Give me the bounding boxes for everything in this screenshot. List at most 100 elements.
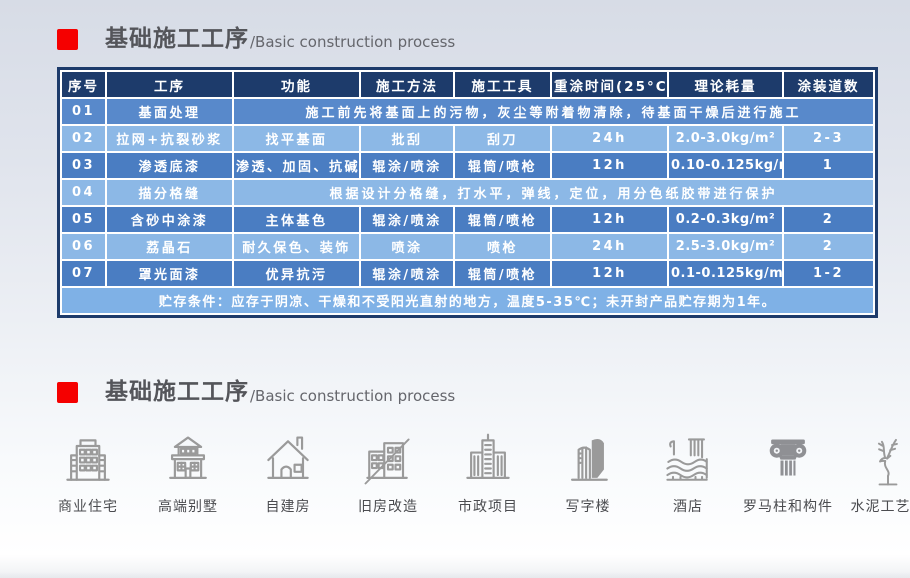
cell-process: 拉网+抗裂砂浆 [107,126,232,152]
cell-tool: 辊筒/喷枪 [455,207,550,233]
cell-no: 01 [62,99,105,125]
header-tool: 施工工具 [455,72,550,98]
bottom-edge-divider [0,572,910,578]
app-label: 旧房改造 [358,498,418,515]
cell-consumption: 0.1-0.125kg/m² [669,261,782,287]
cell-time: 24h [552,126,667,152]
header-method: 施工方法 [361,72,453,98]
header-function: 功能 [234,72,359,98]
section2-title: 基础施工工序 [105,379,249,406]
app-office-building: 写字楼 [538,431,638,516]
cell-time: 12h [552,261,667,287]
cell-consumption: 0.10-0.125kg/m² [669,153,782,179]
app-label: 酒店 [673,498,703,515]
app-roman-column: 罗马柱和构件 [738,431,838,516]
table-storage-row: 贮存条件：应存于阴凉、干燥和不受阳光直射的地方，温度5-35℃；未开封产品贮存期… [62,288,873,314]
cell-tool: 辊筒/喷枪 [455,261,550,287]
cell-process: 罩光面漆 [107,261,232,287]
cell-function: 优异抗污 [234,261,359,287]
cell-no: 03 [62,153,105,179]
section2-header: 基础施工工序 /Basic construction process [57,379,910,406]
cell-no: 06 [62,234,105,260]
cell-note: 施工前先将基面上的污物，灰尘等附着物清除，待基面干燥后进行施工 [234,99,873,125]
cell-no: 02 [62,126,105,152]
cell-process: 描分格缝 [107,180,232,206]
cell-time: 12h [552,153,667,179]
section1-title: 基础施工工序 [105,26,249,52]
table-row-02: 02 拉网+抗裂砂浆 找平基面 批刮 刮刀 24h 2.0-3.0kg/m² 2… [62,126,873,152]
cell-function: 找平基面 [234,126,359,152]
storage-note: 贮存条件：应存于阴凉、干燥和不受阳光直射的地方，温度5-35℃；未开封产品贮存期… [62,288,873,314]
cell-tool: 喷枪 [455,234,550,260]
hotel-icon [666,438,708,481]
cell-no: 04 [62,180,105,206]
cell-method: 辊涂/喷涂 [361,153,453,179]
construction-process-table: 序号 工序 功能 施工方法 施工工具 重涂时间(25°C) 理论耗量 涂装道数 … [57,67,878,319]
section1-header: 基础施工工序 /Basic construction process [57,0,910,52]
table-row-06: 06 荔晶石 耐久保色、装饰 喷涂 喷枪 24h 2.5-3.0kg/m² 2 [62,234,873,260]
table-row-05: 05 含砂中涂漆 主体基色 辊涂/喷涂 辊筒/喷枪 12h 0.2-0.3kg/… [62,207,873,233]
section1-subtitle: /Basic construction process [250,33,456,52]
cell-consumption: 2.5-3.0kg/m² [669,234,782,260]
cell-method: 辊涂/喷涂 [361,207,453,233]
cell-coats: 2-3 [784,126,873,152]
cell-coats: 1-2 [784,261,873,287]
app-municipal-project: 市政项目 [438,431,538,516]
cell-method: 批刮 [361,126,453,152]
cell-method: 喷涂 [361,234,453,260]
cell-no: 05 [62,207,105,233]
app-label: 罗马柱和构件 [743,498,833,515]
cement-craft-icon [877,438,898,486]
app-label: 写字楼 [565,498,611,515]
cell-no: 07 [62,261,105,287]
table-row-07: 07 罩光面漆 优异抗污 辊涂/喷涂 辊筒/喷枪 12h 0.1-0.125kg… [62,261,873,287]
cell-consumption: 2.0-3.0kg/m² [669,126,782,152]
cell-consumption: 0.2-0.3kg/m² [669,207,782,233]
app-cement-craft: 水泥工艺品 [838,431,910,516]
section2-subtitle: /Basic construction process [250,386,456,405]
table-row-03: 03 渗透底漆 渗透、加固、抗碱 辊涂/喷涂 辊筒/喷枪 12h 0.10-0.… [62,153,873,179]
app-label: 商业住宅 [58,498,118,515]
cell-coats: 1 [784,153,873,179]
header-no: 序号 [62,72,105,98]
header-process: 工序 [107,72,232,98]
municipal-project-icon [466,433,510,479]
cell-coats: 2 [784,207,873,233]
cell-time: 24h [552,234,667,260]
cell-time: 12h [552,207,667,233]
cell-note: 根据设计分格缝，打水平，弹线，定位，用分色纸胶带进行保护 [234,180,873,206]
app-hotel: 酒店 [638,431,738,516]
cell-coats: 2 [784,234,873,260]
table-row-01: 01 基面处理 施工前先将基面上的污物，灰尘等附着物清除，待基面干燥后进行施工 [62,99,873,125]
office-building-icon [570,438,608,481]
self-built-house-icon [267,436,309,479]
cell-tool: 刮刀 [455,126,550,152]
cell-function: 主体基色 [234,207,359,233]
cell-function: 耐久保色、装饰 [234,234,359,260]
app-label: 市政项目 [458,498,518,515]
old-house-renovation-icon [364,438,410,485]
commercial-residence-icon [66,438,110,481]
app-label: 高端别墅 [158,498,218,515]
cell-function: 渗透、加固、抗碱 [234,153,359,179]
cell-process: 基面处理 [107,99,232,125]
app-label: 自建房 [265,498,311,515]
app-commercial-residence: 商业住宅 [38,431,138,516]
cell-process: 含砂中涂漆 [107,207,232,233]
cell-method: 辊涂/喷涂 [361,261,453,287]
roman-column-icon [769,439,807,476]
header-coats: 涂装道数 [784,72,873,98]
cell-tool: 辊筒/喷枪 [455,153,550,179]
app-label: 水泥工艺品 [850,498,910,515]
red-square-icon [57,382,78,404]
application-list: 商业住宅 高端别墅 [38,431,910,516]
app-old-house-renovation: 旧房改造 [338,431,438,516]
table-row-04: 04 描分格缝 根据设计分格缝，打水平，弹线，定位，用分色纸胶带进行保护 [62,180,873,206]
cell-process: 荔晶石 [107,234,232,260]
red-square-icon [57,29,78,51]
table-header-row: 序号 工序 功能 施工方法 施工工具 重涂时间(25°C) 理论耗量 涂装道数 [62,72,873,98]
cell-process: 渗透底漆 [107,153,232,179]
app-villa: 高端别墅 [138,431,238,516]
app-self-built-house: 自建房 [238,431,338,516]
